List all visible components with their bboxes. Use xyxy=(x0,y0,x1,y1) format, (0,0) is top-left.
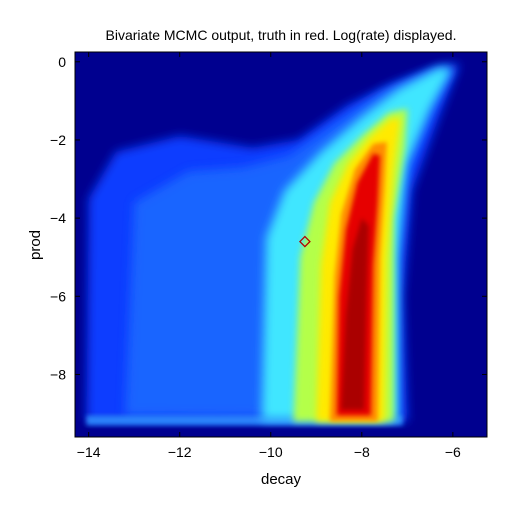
x-tick-label: −14 xyxy=(77,444,101,460)
density-layers xyxy=(86,63,460,426)
x-tick-label: −8 xyxy=(354,444,370,460)
y-tick-label: −4 xyxy=(50,210,66,226)
x-axis-label: decay xyxy=(261,471,302,488)
truth-layer xyxy=(298,235,311,248)
x-tick-label: −12 xyxy=(168,444,192,460)
y-axis-label: prod xyxy=(27,230,44,260)
y-tick-label: −2 xyxy=(50,132,66,148)
y-axis: 0 −2 −4 −6 −8 xyxy=(50,54,487,382)
x-tick-label: −6 xyxy=(445,444,461,460)
y-tick-label: −8 xyxy=(50,366,66,382)
density-level-8 xyxy=(341,218,369,410)
plot-area xyxy=(75,52,487,437)
y-tick-label: −6 xyxy=(50,288,66,304)
y-tick-label: 0 xyxy=(58,54,66,70)
x-tick-label: −10 xyxy=(259,444,283,460)
truth-marker xyxy=(298,235,311,248)
plot-frame xyxy=(74,51,488,438)
x-axis: −14 −12 −10 −8 −6 xyxy=(77,52,461,460)
chart-title: Bivariate MCMC output, truth in red. Log… xyxy=(106,27,457,43)
